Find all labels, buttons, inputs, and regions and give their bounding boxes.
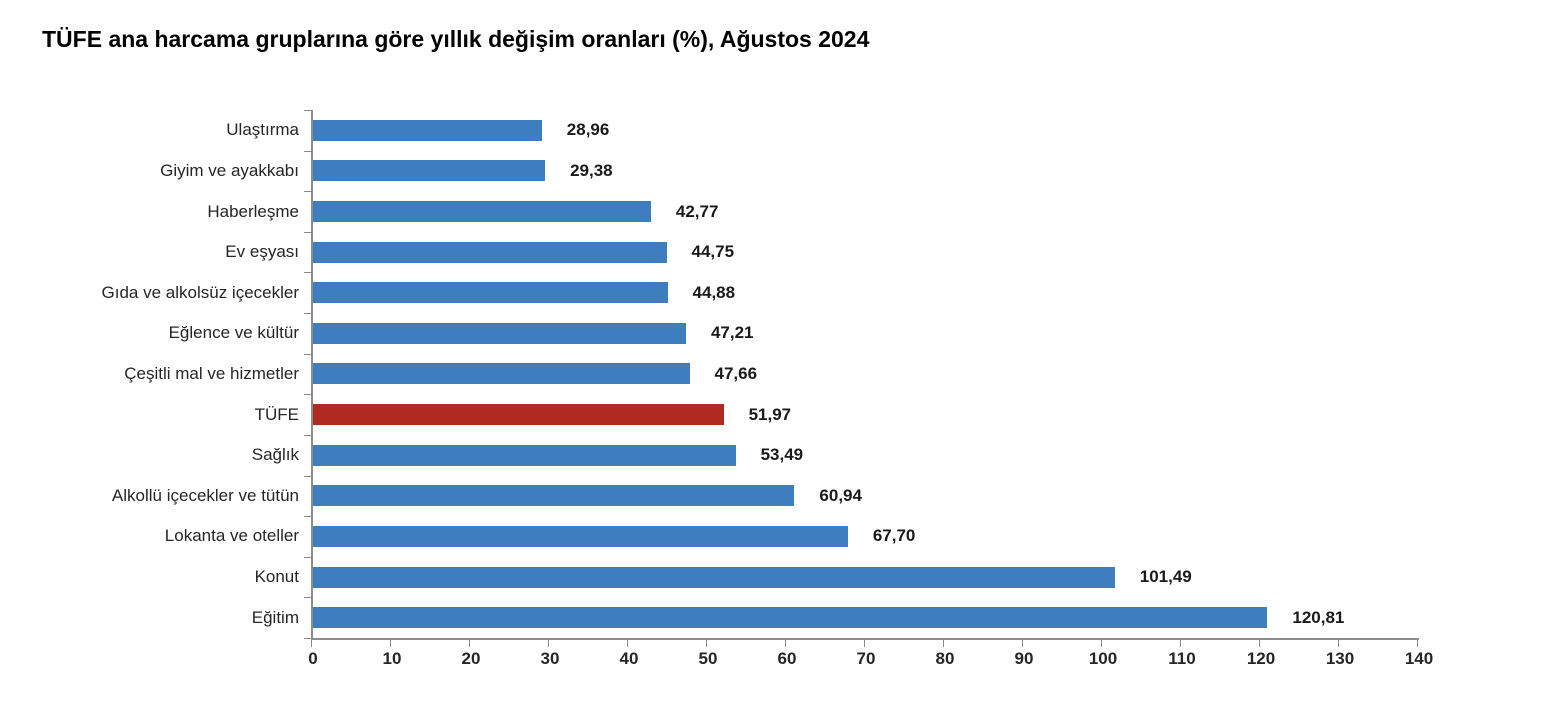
value-label: 44,75: [691, 242, 735, 262]
bar-row: Ev eşyası 44,75: [225, 232, 1419, 273]
y-axis-tick: [304, 394, 311, 396]
bar-row: Eğitim 120,81: [252, 597, 1419, 638]
x-axis-tick: [1259, 640, 1260, 647]
x-axis-tick: [864, 640, 865, 647]
y-axis-tick: [304, 556, 311, 558]
bar-row: Gıda ve alkolsüz içecekler 44,88: [102, 272, 1419, 313]
bar-row: Giyim ve ayakkabı 29,38: [160, 151, 1419, 192]
value-label: 60,94: [819, 485, 862, 505]
value-label: 28,96: [566, 120, 610, 140]
bar: [313, 241, 667, 263]
bar: [313, 485, 795, 507]
value-label: 67,70: [872, 526, 916, 546]
plot-area: Ulaştırma 28,96 Giyim ve ayakkabı 29,38 Habe…: [102, 110, 1433, 668]
bar: [313, 282, 668, 304]
x-axis-tick-label: 50: [698, 649, 718, 668]
x-axis-tick: [548, 640, 549, 647]
y-axis-tick: [304, 150, 311, 152]
category-label: Ev eşyası: [225, 242, 299, 262]
x-axis-tick-label: 110: [1168, 649, 1196, 668]
y-axis-tick: [304, 110, 311, 111]
x-axis-tick: [469, 640, 470, 647]
category-label: Eğitim: [251, 607, 299, 627]
y-axis-tick: [304, 516, 311, 518]
bar-row: Alkollü içecekler ve tütün 60,94: [112, 475, 1419, 516]
x-axis-tick: [1338, 640, 1339, 647]
category-label: Haberleşme: [207, 201, 299, 221]
x-axis-tick-label: 80: [935, 649, 955, 668]
category-label: Sağlık: [251, 445, 299, 465]
x-axis-tick-label: 130: [1325, 649, 1355, 668]
y-axis-tick: [304, 434, 311, 436]
y-axis-tick: [304, 272, 311, 274]
value-label: 47,66: [714, 363, 758, 383]
bar: [313, 444, 736, 466]
x-axis-tick-label: 20: [461, 649, 481, 668]
y-axis-tick: [304, 475, 311, 477]
category-label: Alkollü içecekler ve tütün: [111, 485, 299, 505]
category-label: Konut: [254, 567, 299, 586]
y-axis-tick: [304, 313, 311, 315]
x-axis-tick-label: 10: [382, 649, 402, 668]
bar: [313, 119, 542, 141]
x-axis-tick: [1417, 640, 1418, 647]
value-label: 53,49: [760, 445, 804, 465]
value-label: 101,49: [1139, 567, 1192, 586]
x-axis-tick: [390, 640, 391, 647]
x-axis-tick: [943, 640, 944, 647]
y-axis-tick: [304, 597, 311, 599]
bar-row: Lokanta ve oteller 67,70: [165, 516, 1419, 557]
category-label: Eğlence ve kültür: [168, 323, 299, 343]
bar-row: Çeşitli mal ve hizmetler 47,66: [124, 354, 1419, 395]
y-axis-tick: [304, 638, 311, 639]
bar-row: Haberleşme 42,77: [207, 191, 1419, 232]
x-axis-tick-label: 70: [856, 649, 876, 668]
category-label: Gıda ve alkolsüz içecekler: [101, 282, 299, 302]
x-axis-tick-label: 120: [1246, 649, 1276, 668]
bar: [313, 607, 1268, 629]
y-axis-tick: [304, 191, 311, 193]
bar-row: Eğlence ve kültür 47,21: [169, 313, 1419, 354]
category-label: Lokanta ve oteller: [164, 526, 299, 546]
x-axis-tick-label: 140: [1404, 649, 1434, 668]
x-axis-tick-label: 100: [1088, 649, 1118, 668]
y-axis-tick: [304, 231, 311, 233]
y-axis-tick: [304, 353, 311, 355]
bar: [313, 363, 690, 385]
value-label: 29,38: [570, 160, 613, 180]
x-axis-tick: [1180, 640, 1181, 647]
bar: [313, 201, 651, 223]
category-label: TÜFE: [254, 404, 299, 424]
bar-row: Ulaştırma 28,96: [226, 110, 1419, 151]
x-axis-tick-label: 30: [540, 649, 560, 668]
x-axis-tick-label: 90: [1014, 649, 1034, 668]
bar: [313, 160, 546, 182]
x-axis-tick: [1022, 640, 1023, 647]
x-axis-tick: [706, 640, 707, 647]
value-label: 51,97: [748, 404, 792, 424]
x-axis-tick-label: 60: [777, 649, 797, 668]
bar: [313, 525, 848, 547]
category-label: Giyim ve ayakkabı: [160, 160, 299, 180]
bar-row: TÜFE 51,97: [255, 394, 1419, 435]
bar-row: Sağlık 53,49: [252, 435, 1419, 476]
chart-title: TÜFE ana harcama gruplarına göre yıllık …: [42, 26, 870, 52]
category-label: Ulaştırma: [226, 120, 299, 140]
value-label: 44,88: [692, 282, 736, 302]
x-axis-tick: [1101, 640, 1102, 647]
bar: [313, 322, 686, 344]
x-axis-tick: [785, 640, 786, 647]
x-axis-tick: [627, 640, 628, 647]
bar-row: Konut 101,49: [255, 557, 1419, 598]
x-axis-tick-label: 0: [308, 649, 318, 668]
value-label: 120,81: [1292, 607, 1345, 627]
bar-highlight: [313, 404, 724, 426]
x-axis-tick-label: 40: [619, 649, 639, 668]
category-label: Çeşitli mal ve hizmetler: [124, 363, 299, 383]
value-label: 42,77: [675, 201, 719, 221]
bar: [313, 566, 1115, 588]
x-axis-tick: [311, 640, 312, 647]
value-label: 47,21: [710, 323, 754, 343]
